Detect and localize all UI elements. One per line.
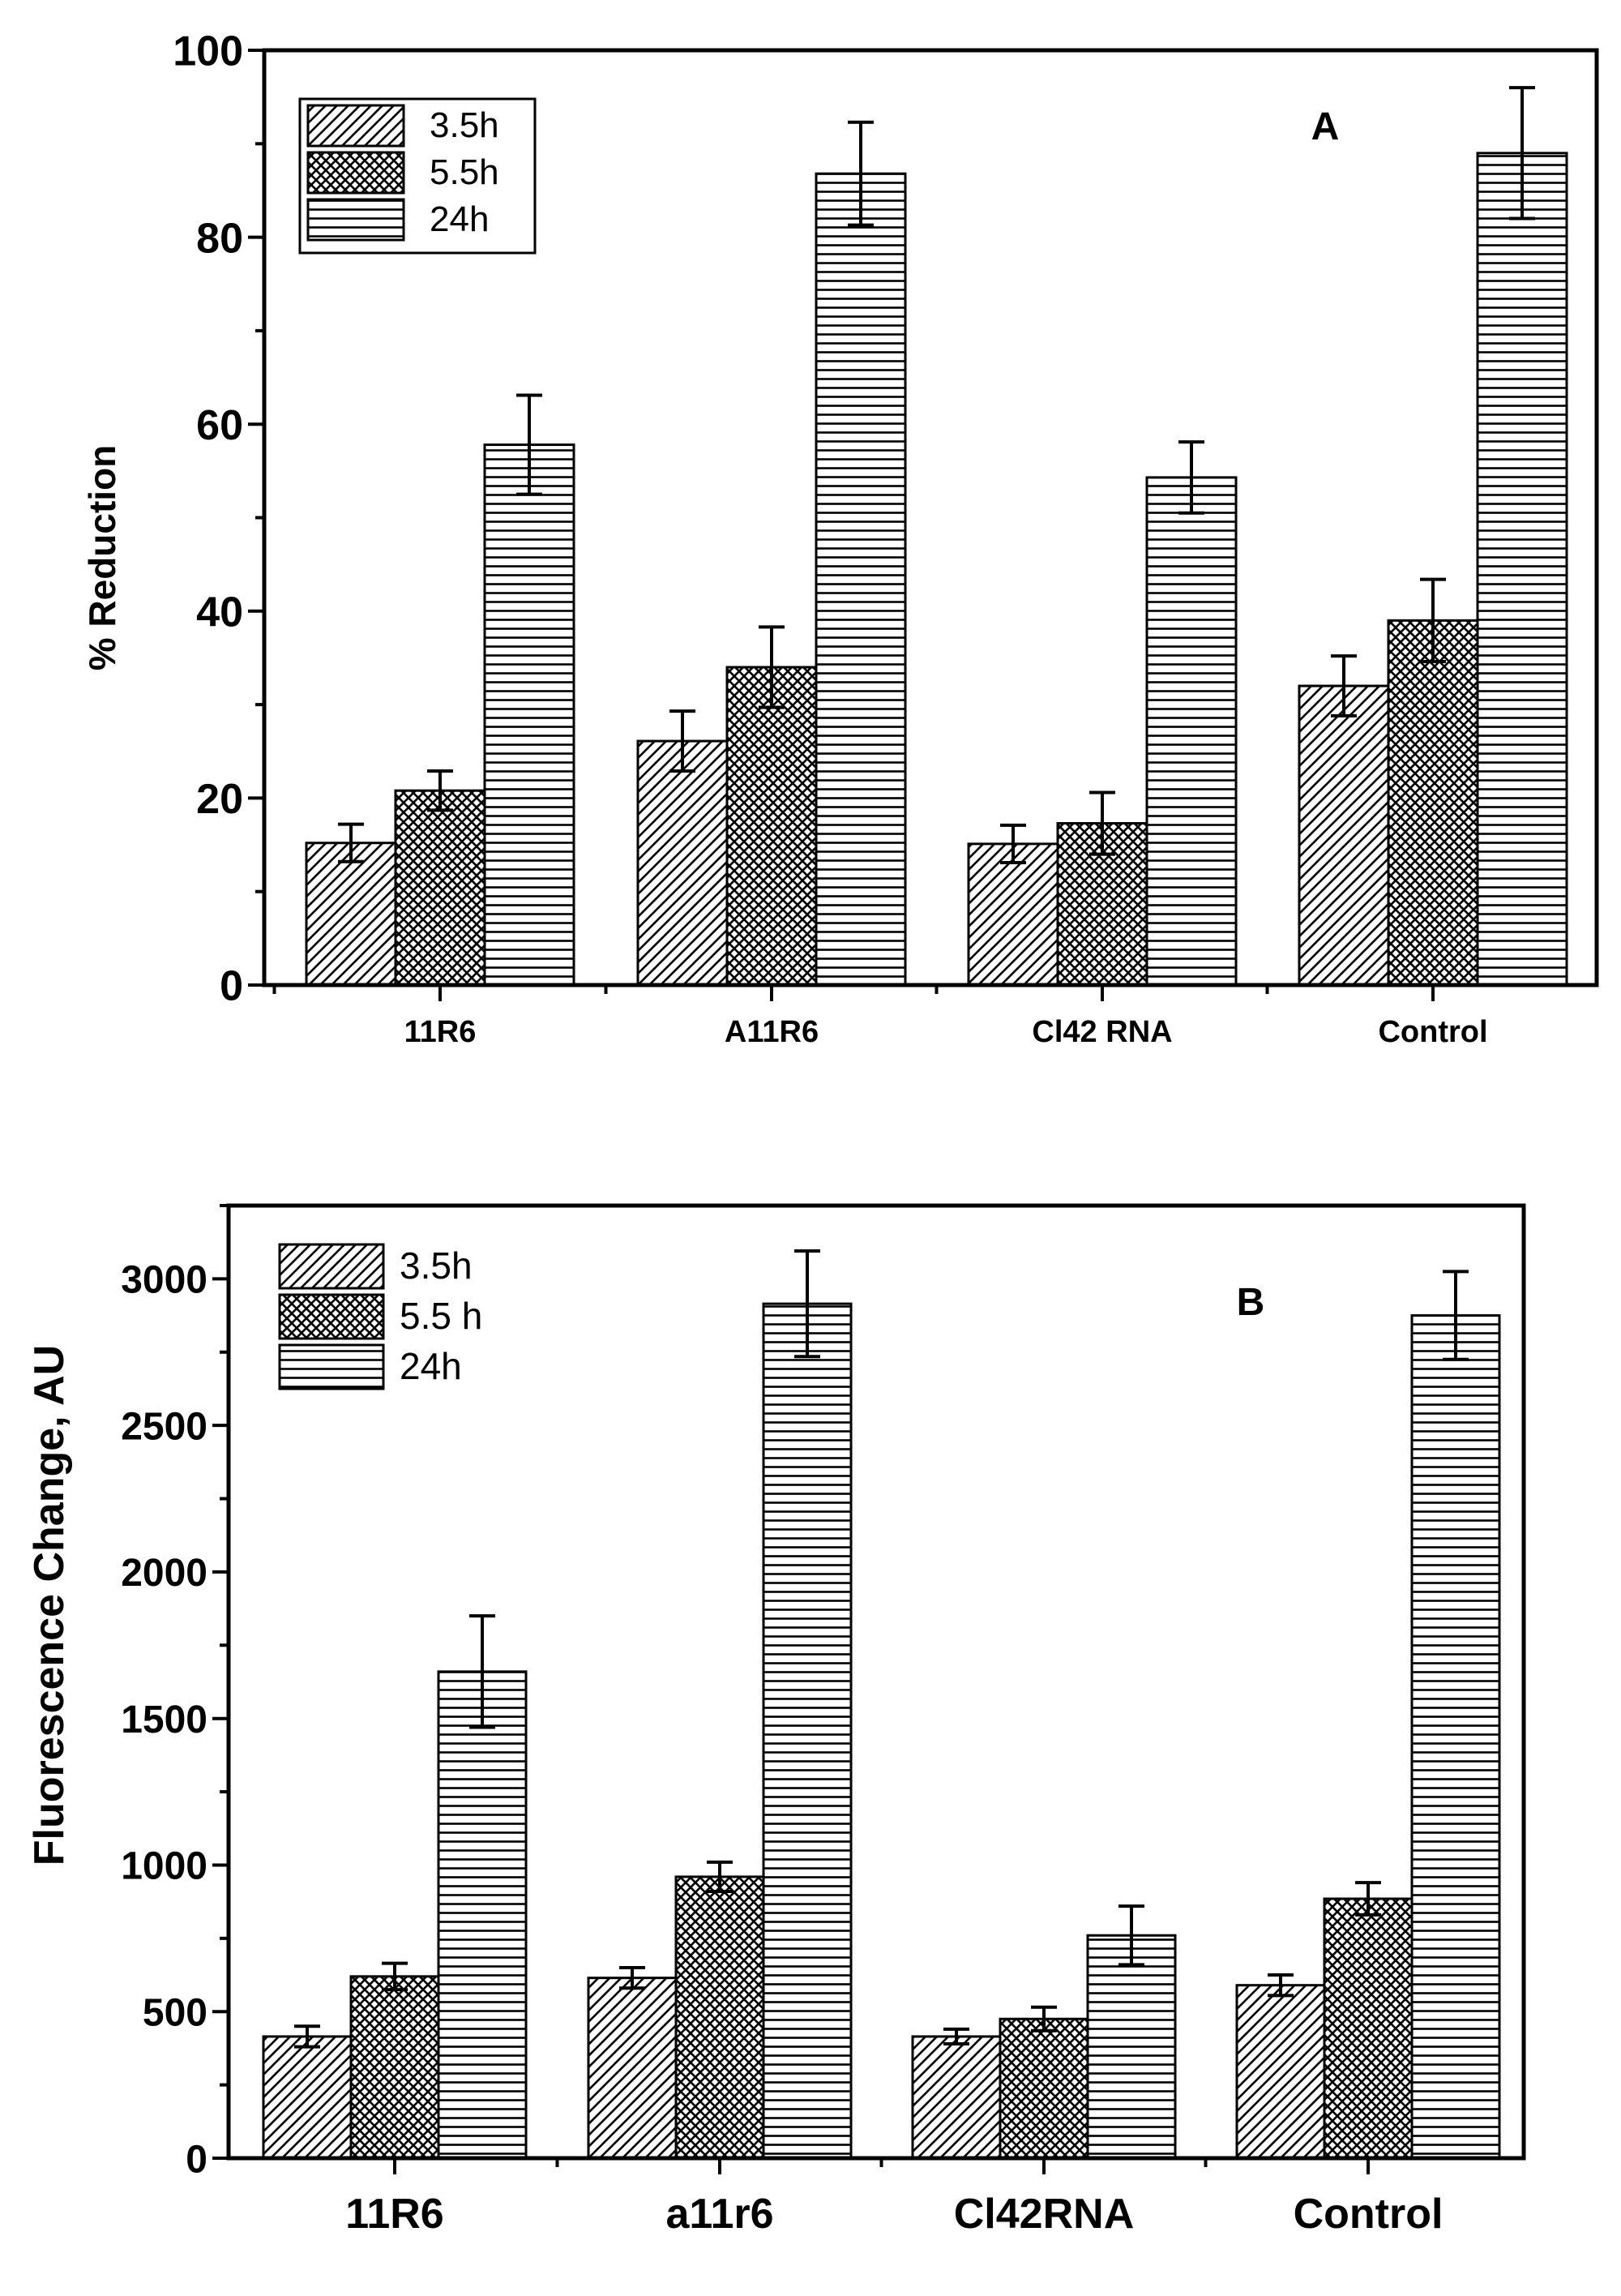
y-tick-label-b: 3000 — [121, 1259, 207, 1302]
bar-a-3-3 — [1145, 476, 1238, 987]
bar-b-4-2 — [1323, 1897, 1414, 2160]
bar-b-2-2 — [674, 1875, 765, 2160]
error-bar-b-3-3 — [1118, 1904, 1144, 1967]
error-bar-a-2-3 — [848, 120, 874, 227]
error-bar-a-1-1 — [338, 822, 364, 863]
bar-a-4-1 — [1298, 684, 1390, 987]
legend-a: 3.5h 5.5h 24h — [298, 97, 537, 255]
legend-b: 3.5h 5.5 h 24h — [278, 1243, 482, 1390]
x-tick-label-b: a11r6 — [665, 2191, 773, 2238]
y-tick-label-b: 0 — [186, 2138, 207, 2181]
bar-a-4-2 — [1387, 619, 1479, 987]
legend-swatch-crosshatch — [306, 151, 405, 195]
error-bar-a-2-2 — [759, 625, 785, 709]
bar-a-4-3 — [1476, 152, 1568, 987]
y-tick-label-b: 2000 — [121, 1552, 207, 1595]
error-bar-b-4-2 — [1355, 1881, 1381, 1917]
legend-label: 24h — [400, 1345, 462, 1387]
bar-a-3-1 — [967, 842, 1059, 987]
bar-a-1-2 — [394, 789, 486, 987]
error-bar-a-1-3 — [516, 393, 542, 496]
error-bar-b-2-3 — [794, 1249, 820, 1359]
error-bar-b-2-1 — [619, 1966, 645, 1990]
panel-label-b: B — [1237, 1281, 1265, 1324]
error-bar-b-3-2 — [1031, 2005, 1057, 2033]
x-tick-label-a: A11R6 — [725, 1015, 819, 1049]
y-axis-label-a: % Reduction — [81, 445, 123, 671]
error-bar-a-4-1 — [1331, 654, 1357, 718]
y-tick-label-b: 1500 — [121, 1698, 207, 1741]
error-bar-a-3-1 — [1000, 823, 1026, 864]
plot-frame-b — [226, 1203, 1526, 2161]
legend-swatch-diagonal — [306, 104, 405, 148]
y-axis-label-b: Fluorescence Change, AU — [26, 1345, 73, 1866]
y-tick-label-a: 0 — [220, 963, 243, 1010]
x-tick-label-b: Control — [1294, 2191, 1444, 2238]
error-bar-b-2-2 — [707, 1860, 733, 1893]
error-bar-b-1-1 — [294, 2024, 320, 2049]
bar-b-3-3 — [1086, 1934, 1177, 2160]
error-bar-b-1-2 — [382, 1961, 408, 1992]
legend-swatch-horizontal — [278, 1343, 385, 1390]
y-tick-label-a: 100 — [173, 28, 243, 75]
x-tick-label-a: Cl42 RNA — [1032, 1015, 1172, 1049]
bar-b-4-3 — [1410, 1314, 1501, 2160]
error-bar-a-2-1 — [669, 709, 695, 773]
legend-swatch-diagonal — [278, 1243, 385, 1290]
bar-b-1-1 — [262, 2035, 353, 2160]
error-bar-b-4-1 — [1268, 1973, 1294, 1998]
legend-label: 5.5 h — [400, 1295, 482, 1337]
error-bar-a-1-2 — [427, 769, 453, 812]
bar-b-1-3 — [437, 1670, 528, 2160]
error-bar-b-3-1 — [943, 2027, 969, 2045]
y-tick-label-a: 60 — [196, 402, 243, 449]
bar-b-2-3 — [762, 1302, 853, 2160]
y-tick-label-a: 40 — [196, 589, 243, 636]
error-bar-a-3-2 — [1089, 790, 1115, 856]
chart-panel-b: Fluorescence Change, AU B 0 500 1000 1500 20… — [26, 1203, 1526, 2238]
error-bar-b-1-3 — [469, 1614, 495, 1729]
bar-b-1-2 — [349, 1975, 440, 2160]
bar-a-2-3 — [815, 172, 907, 987]
bar-b-3-1 — [911, 2035, 1002, 2160]
y-tick-label-b: 1000 — [121, 1845, 207, 1888]
x-tick-label-b: Cl42RNA — [954, 2191, 1135, 2238]
bar-b-3-2 — [999, 2017, 1089, 2160]
x-tick-label-b: 11R6 — [345, 2191, 443, 2238]
legend-label: 5.5h — [430, 152, 499, 192]
error-bar-b-4-3 — [1443, 1270, 1469, 1361]
y-tick-label-b: 2500 — [121, 1405, 207, 1448]
legend-label: 3.5h — [430, 105, 499, 145]
bar-a-1-3 — [483, 443, 575, 987]
panel-label-a: A — [1311, 105, 1340, 148]
legend-swatch-horizontal — [306, 198, 405, 242]
x-tick-label-a: Control — [1378, 1015, 1487, 1049]
error-bar-a-4-3 — [1509, 86, 1535, 221]
y-tick-label-a: 80 — [196, 215, 243, 262]
y-tick-label-b: 500 — [143, 1992, 207, 2035]
bar-a-1-1 — [305, 842, 397, 987]
legend-swatch-crosshatch — [278, 1293, 385, 1340]
error-bar-a-3-3 — [1178, 440, 1204, 515]
bar-b-2-1 — [587, 1977, 678, 2160]
error-bar-a-4-2 — [1420, 577, 1446, 664]
chart-panel-a: % Reduction A 0 20 40 60 80 100 11R6 A11R6 Cl42 … — [81, 28, 1599, 1049]
bar-a-2-2 — [725, 666, 818, 987]
legend-label: 24h — [430, 199, 489, 239]
bar-a-2-1 — [636, 739, 729, 987]
y-tick-label-a: 20 — [196, 776, 243, 823]
x-tick-label-a: 11R6 — [404, 1015, 477, 1049]
bar-b-4-1 — [1235, 1984, 1326, 2160]
legend-label: 3.5h — [400, 1244, 473, 1287]
